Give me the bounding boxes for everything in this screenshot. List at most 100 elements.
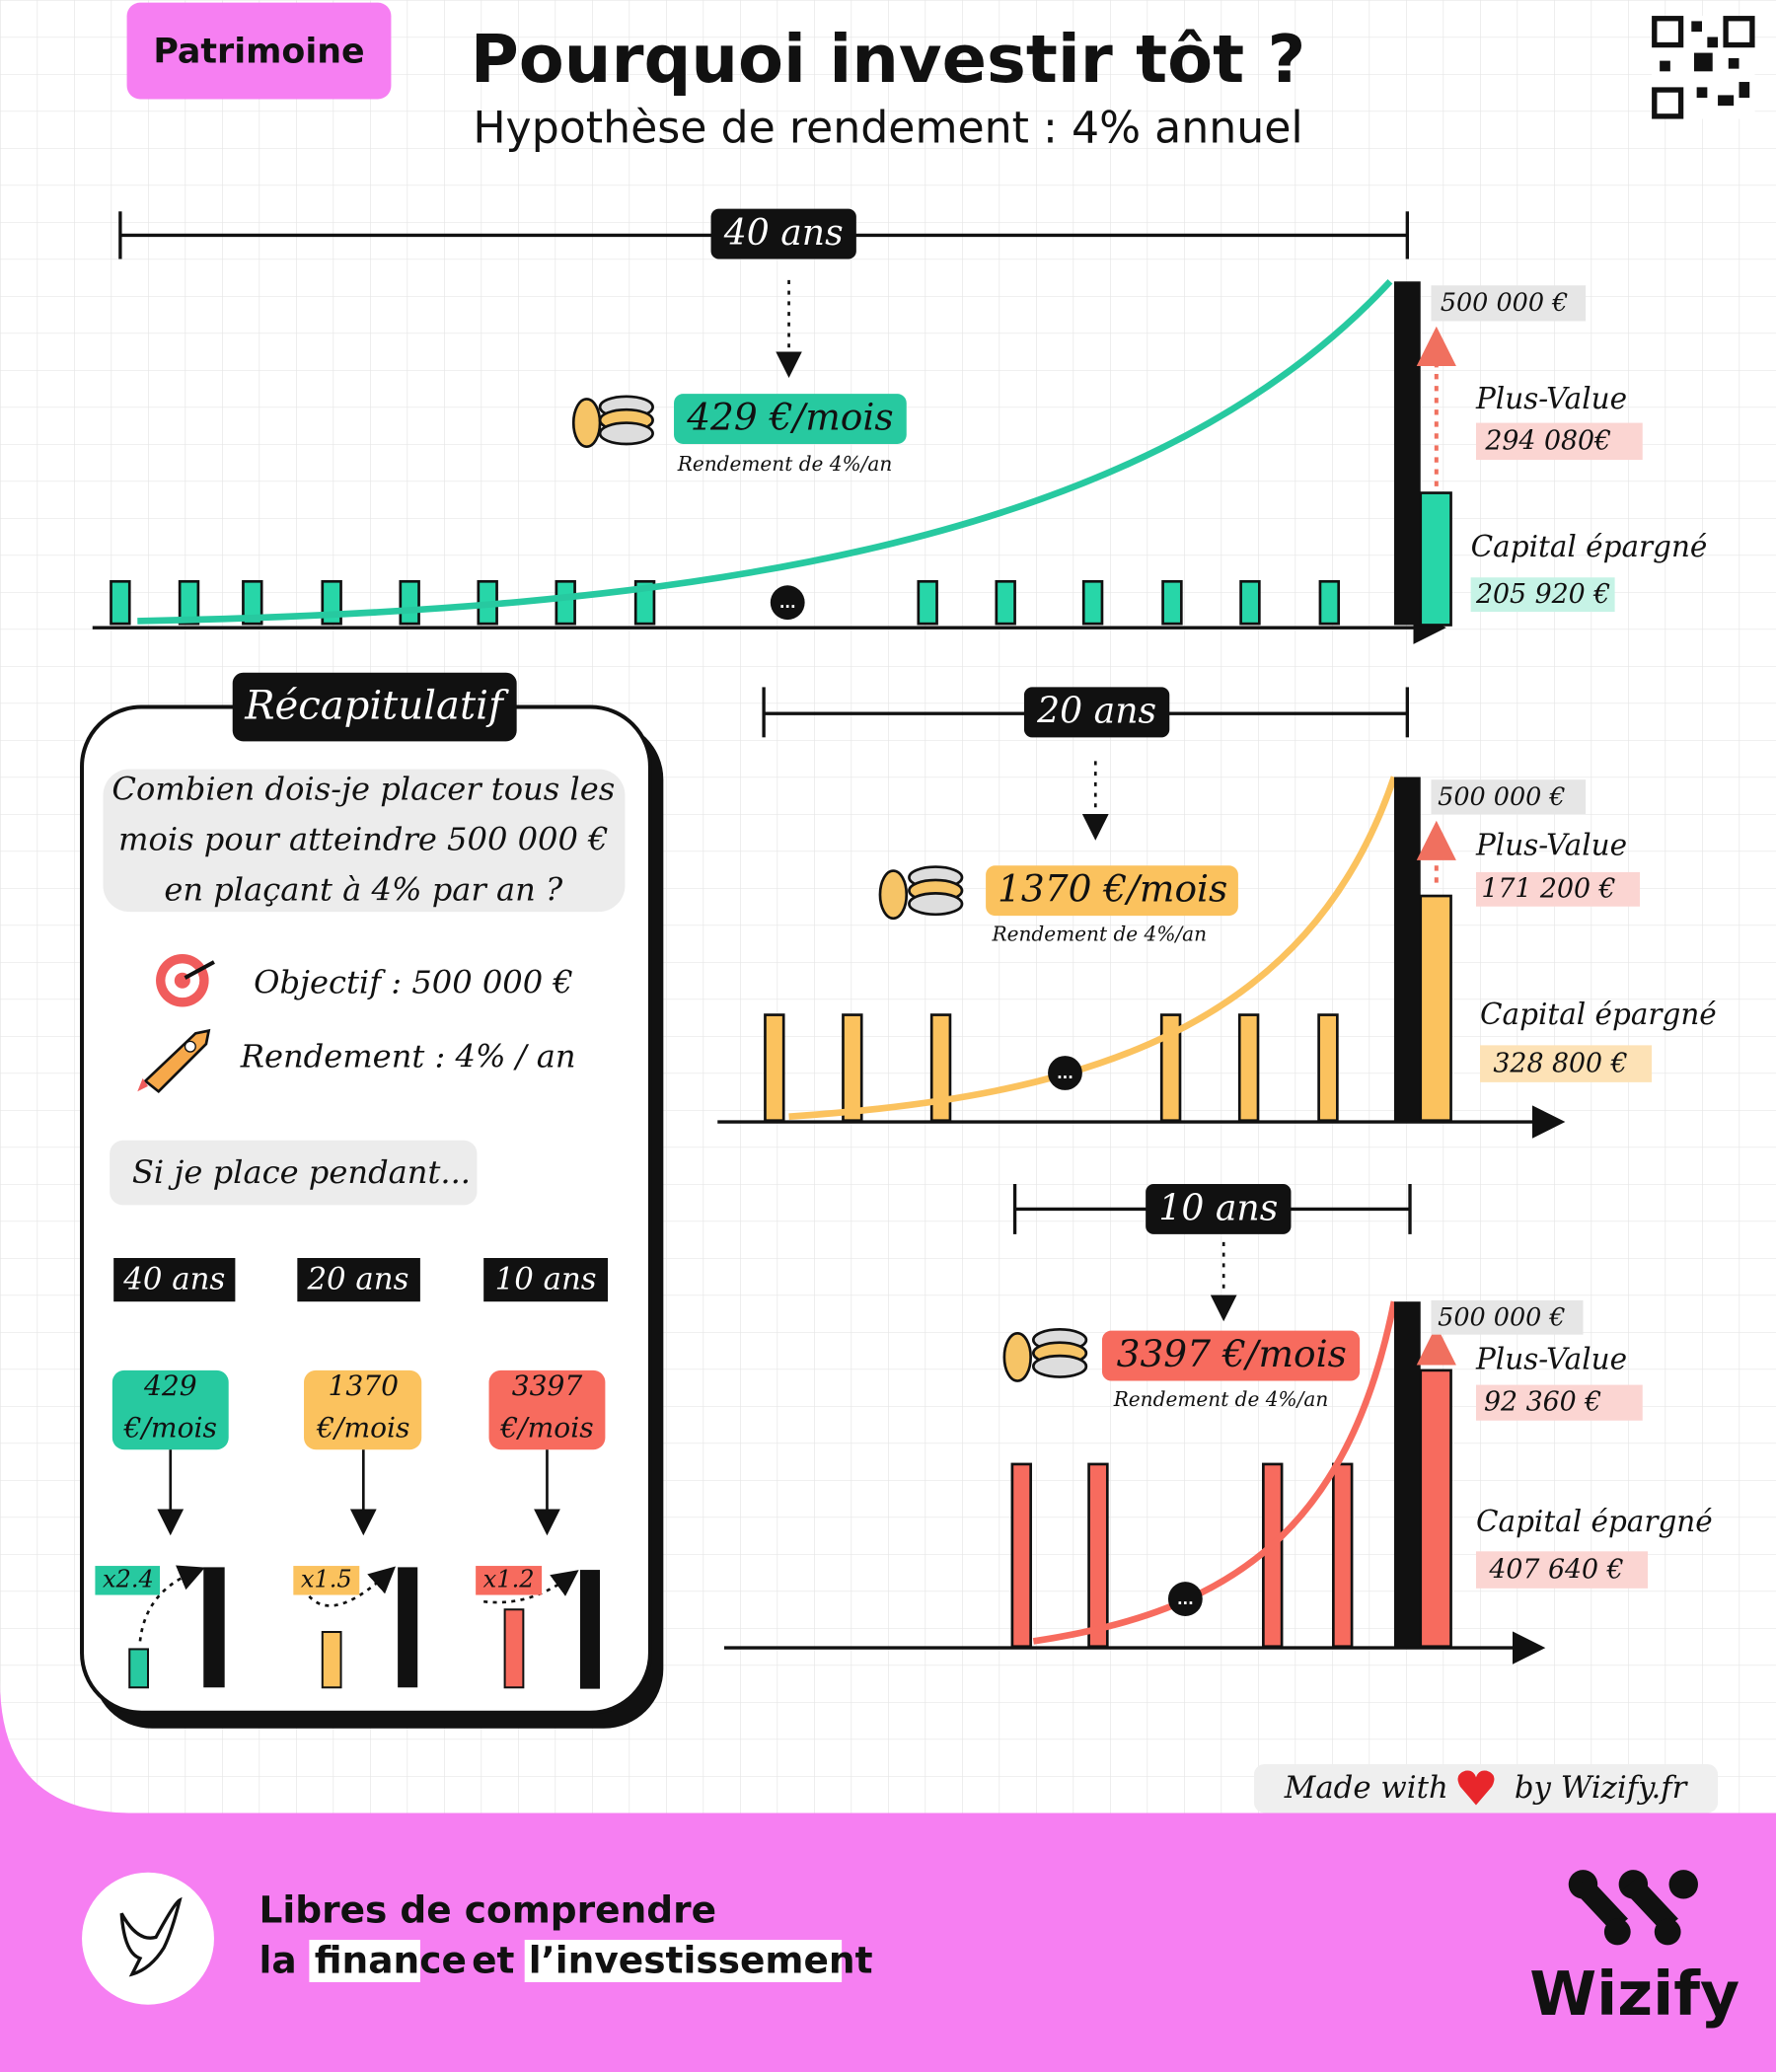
target: 500 000 € bbox=[1438, 781, 1565, 811]
credit-made-with: Made with bbox=[1284, 1770, 1448, 1806]
gain-box bbox=[1475, 422, 1643, 461]
gain-box bbox=[1475, 1384, 1643, 1421]
ellipsis-dot bbox=[1048, 1056, 1082, 1090]
multiplier: x2.4 bbox=[103, 1565, 154, 1592]
monthly: 429 €/mois bbox=[686, 395, 893, 438]
target-bar bbox=[1393, 1301, 1421, 1647]
credit-by: by Wizify.fr bbox=[1515, 1770, 1689, 1806]
duration-box bbox=[113, 1258, 236, 1302]
monthly-box bbox=[674, 394, 907, 444]
rocket-icon bbox=[137, 1028, 211, 1094]
multiplier-box bbox=[95, 1566, 161, 1595]
multiplier-arrow bbox=[308, 1566, 397, 1607]
ellipsis-dot bbox=[770, 585, 805, 621]
heart-icon bbox=[1457, 1770, 1495, 1806]
monthly-box bbox=[111, 1369, 229, 1450]
highlight-box bbox=[309, 1940, 420, 1982]
monthly: 3397 bbox=[512, 1369, 583, 1402]
target-box bbox=[1431, 285, 1587, 322]
footer-line2-part: la bbox=[259, 1938, 297, 1981]
rate: Rendement de 4%/an bbox=[991, 923, 1207, 946]
monthly: 1370 bbox=[329, 1369, 400, 1402]
ellipsis: ... bbox=[779, 595, 796, 612]
target: 500 000 € bbox=[1438, 1302, 1565, 1332]
recap: Récapitulatif Combien dois-je placer tou… bbox=[80, 672, 664, 1729]
duration: 10 ans bbox=[1158, 1186, 1278, 1228]
bird-icon bbox=[119, 1896, 183, 1977]
big-bar bbox=[203, 1567, 225, 1688]
brand-logo bbox=[1568, 1870, 1698, 1946]
monthly: 429 bbox=[143, 1369, 197, 1402]
rate: Rendement de 4%/an bbox=[677, 452, 893, 476]
question-line: en plaçant à 4% par an ? bbox=[164, 871, 563, 909]
multiplier-box bbox=[293, 1566, 360, 1595]
target-box bbox=[1431, 779, 1587, 814]
ellipsis-dot bbox=[1167, 1582, 1203, 1616]
gain: 294 080€ bbox=[1484, 426, 1611, 457]
deposit-bars bbox=[110, 579, 1341, 626]
question-box bbox=[103, 769, 626, 913]
duration: 40 ans bbox=[122, 1261, 225, 1296]
small-bar bbox=[128, 1648, 150, 1689]
multiplier-arrow bbox=[138, 1565, 205, 1642]
capital-box bbox=[1475, 1551, 1649, 1589]
scenario-20: 20 ans 1370 €/mois Rendement de 4%/an ..… bbox=[717, 687, 1717, 1139]
rate: Rendement de 4%/an bbox=[1113, 1387, 1329, 1411]
tag: Patrimoine bbox=[153, 33, 364, 72]
scenario-40: 40 ans 429 €/mois Rendement de 4%/an ...… bbox=[92, 208, 1708, 644]
big-bar bbox=[398, 1567, 418, 1688]
small-bar bbox=[321, 1631, 342, 1689]
return: Rendement : 4% / an bbox=[240, 1037, 576, 1074]
question-line: Combien dois-je placer tous les bbox=[111, 771, 615, 808]
small-bar bbox=[503, 1608, 525, 1689]
gain-label: Plus-Value bbox=[1475, 828, 1627, 861]
coins-icon bbox=[571, 395, 654, 449]
monthly-box bbox=[1101, 1330, 1361, 1381]
tag-box bbox=[126, 2, 392, 100]
duration: 10 ans bbox=[495, 1261, 597, 1296]
coins-icon bbox=[878, 865, 964, 921]
qr-code bbox=[1652, 16, 1755, 119]
capital: 407 640 € bbox=[1488, 1554, 1623, 1585]
big-bar bbox=[579, 1570, 601, 1689]
subtitle: Hypothèse de rendement : 4% annuel bbox=[473, 104, 1302, 154]
ellipsis: ... bbox=[1177, 1591, 1194, 1608]
deposit-bars bbox=[1010, 1462, 1354, 1649]
question-line: mois pour atteindre 500 000 € bbox=[118, 821, 609, 858]
target-bar bbox=[1393, 281, 1421, 626]
objective: Objectif : 500 000 € bbox=[254, 963, 573, 1000]
capital-bar bbox=[1419, 894, 1452, 1123]
duration-box bbox=[1023, 687, 1170, 738]
coins-icon bbox=[1002, 1327, 1088, 1382]
gain: 92 360 € bbox=[1484, 1386, 1601, 1417]
capital: 205 920 € bbox=[1475, 579, 1610, 610]
gain-box bbox=[1475, 871, 1641, 907]
monthly: €/mois bbox=[316, 1412, 409, 1444]
target-icon bbox=[156, 953, 215, 1007]
highlight-box bbox=[524, 1940, 843, 1982]
growth-curve bbox=[788, 776, 1398, 1121]
capital-label: Capital épargné bbox=[1480, 998, 1717, 1031]
title: Pourquoi investir tôt ? bbox=[471, 21, 1306, 98]
duration: 40 ans bbox=[723, 211, 844, 254]
capital-label: Capital épargné bbox=[1476, 1505, 1713, 1538]
intro: Si je place pendant... bbox=[132, 1153, 471, 1191]
monthly: €/mois bbox=[499, 1412, 593, 1444]
capital-label: Capital épargné bbox=[1471, 530, 1708, 563]
ellipsis: ... bbox=[1057, 1066, 1073, 1082]
growth-curve bbox=[137, 278, 1393, 625]
multiplier: x1.2 bbox=[483, 1565, 535, 1592]
target: 500 000 € bbox=[1441, 287, 1568, 317]
footer-line2-part: l’investissement bbox=[529, 1938, 873, 1981]
duration-box bbox=[1146, 1184, 1292, 1234]
gain: 171 200 € bbox=[1481, 874, 1615, 905]
target-bar bbox=[1393, 777, 1421, 1121]
duration-box bbox=[483, 1258, 609, 1302]
recap-title-box bbox=[232, 672, 517, 742]
scenario-10: 10 ans 3397 €/mois Rendement de 4%/an ..… bbox=[723, 1184, 1713, 1665]
recap-title: Récapitulatif bbox=[244, 683, 509, 728]
deposit-bars bbox=[764, 1013, 1339, 1123]
monthly: €/mois bbox=[123, 1412, 217, 1444]
